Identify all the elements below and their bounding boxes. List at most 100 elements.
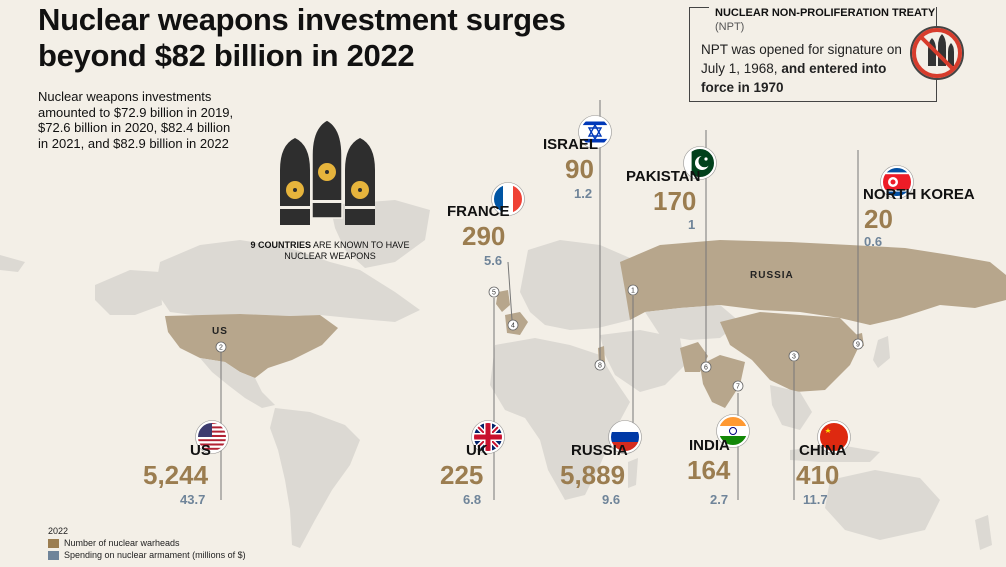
pakistan-flag-icon	[683, 146, 717, 180]
warheads-value-india: 164	[687, 455, 731, 485]
spending-value-russia: 9.6	[602, 492, 621, 507]
mexico-shape	[200, 358, 275, 408]
country-name-pakistan: PAKISTAN	[626, 168, 701, 185]
marker-north-korea: 9	[852, 338, 864, 350]
leader-line-france	[507, 261, 513, 321]
spending-value-north-korea: 0.6	[864, 234, 883, 249]
known-countries-rest: ARE KNOWN TO HAVE NUCLEAR WEAPONS	[284, 240, 410, 261]
west-island-shape	[0, 255, 25, 272]
legend-spending-label: Spending on nuclear armament (millions o…	[64, 550, 246, 560]
marker-number-uk: 5	[492, 290, 496, 297]
uk-shape	[496, 290, 510, 312]
known-countries-bold: 9 COUNTRIES	[250, 240, 311, 250]
npt-text: NPT was opened for signature on July 1, …	[701, 40, 921, 97]
central-asia-shape	[645, 305, 740, 340]
marker-number-france: 4	[511, 323, 515, 330]
map-label-russia: RUSSIA	[750, 270, 794, 281]
legend-spending-swatch	[48, 550, 59, 560]
nuclear-missiles-icon	[280, 120, 375, 225]
marker-number-us: 2	[219, 345, 223, 352]
warheads-value-china: 410	[796, 460, 840, 490]
marker-us: 2	[215, 341, 227, 353]
country-name-uk: UK	[466, 442, 488, 459]
title-line-1: Nuclear weapons investment surges	[38, 2, 566, 37]
russia-flag-icon	[608, 420, 642, 454]
spending-value-pakistan: 1	[688, 217, 696, 232]
marker-russia: 1	[627, 284, 639, 296]
intro-text: Nuclear weapons investments amounted to …	[38, 89, 234, 151]
marker-number-north-korea: 9	[856, 342, 860, 349]
us-flag-icon	[195, 420, 229, 454]
marker-china: 3	[788, 350, 800, 362]
marker-uk: 5	[488, 286, 500, 298]
missile-right	[345, 138, 375, 225]
country-name-us: US	[190, 442, 211, 459]
no-nuclear-icon	[910, 26, 964, 80]
warheads-value-israel: 90	[565, 154, 594, 184]
europe-shape	[520, 240, 630, 330]
china-flag-icon	[817, 420, 851, 454]
marker-number-india: 7	[736, 384, 740, 391]
country-name-israel: ISRAEL	[543, 136, 599, 153]
warheads-value-uk: 225	[440, 460, 484, 490]
spending-value-india: 2.7	[710, 492, 729, 507]
alaska-shape	[95, 270, 162, 315]
madagascar-shape	[628, 458, 638, 488]
warheads-value-russia: 5,889	[560, 460, 626, 490]
npt-heading: NUCLEAR NON-PROLIFERATION TREATY (NPT)	[715, 6, 936, 34]
title-line-2: beyond $82 billion in 2022	[38, 38, 415, 73]
legend-warheads-label: Number of nuclear warheads	[64, 538, 180, 548]
legend-warheads-swatch	[48, 538, 59, 548]
india-flag-icon	[716, 414, 750, 448]
missile-left	[280, 138, 310, 225]
warheads-value-pakistan: 170	[653, 186, 697, 216]
npt-callout: NUCLEAR NON-PROLIFERATION TREATY (NPT) N…	[689, 7, 937, 102]
israel-flag-icon	[578, 115, 612, 149]
country-name-russia: RUSSIA	[571, 442, 628, 459]
marker-israel: 8	[594, 359, 606, 371]
country-name-france: FRANCE	[447, 203, 510, 220]
marker-france: 4	[507, 319, 519, 331]
marker-number-pakistan: 6	[704, 365, 708, 372]
japan-shape	[873, 336, 890, 368]
legend-spending: Spending on nuclear armament (millions o…	[48, 550, 246, 560]
africa-shape	[490, 338, 630, 500]
page-title: Nuclear weapons investment surges beyond…	[38, 2, 566, 74]
us-shape	[165, 314, 338, 378]
country-name-china: CHINA	[799, 442, 847, 459]
north-korea-flag-icon	[880, 165, 914, 199]
marker-number-china: 3	[792, 354, 796, 361]
spending-value-israel: 1.2	[574, 186, 593, 201]
warheads-value-france: 290	[462, 221, 506, 251]
npt-text-plain: NPT was opened for signature on July 1, …	[701, 42, 902, 76]
france-flag-icon	[491, 182, 525, 216]
se-asia-shape	[770, 385, 812, 430]
country-name-north-korea: NORTH KOREA	[863, 186, 975, 203]
country-name-india: INDIA	[689, 437, 730, 454]
spending-value-france: 5.6	[484, 253, 503, 268]
warheads-value-north-korea: 20	[864, 204, 893, 234]
missile-center	[311, 120, 343, 219]
npt-heading-text: NUCLEAR NON-PROLIFERATION TREATY	[715, 7, 935, 19]
spending-value-uk: 6.8	[463, 492, 482, 507]
spending-value-china: 11.7	[803, 492, 828, 507]
marker-india: 7	[732, 380, 744, 392]
uk-flag-icon	[471, 420, 505, 454]
legend-year: 2022	[48, 526, 69, 536]
south-america-shape	[270, 408, 360, 548]
legend-warheads: Number of nuclear warheads	[48, 538, 180, 548]
new-zealand-shape	[975, 515, 992, 550]
marker-pakistan: 6	[700, 361, 712, 373]
marker-number-russia: 1	[631, 288, 635, 295]
npt-text-bold: and entered into force in 1970	[701, 61, 887, 95]
warheads-value-us: 5,244	[143, 460, 209, 490]
spending-value-us: 43.7	[180, 492, 206, 507]
npt-abbr: (NPT)	[715, 21, 745, 33]
marker-number-israel: 8	[598, 363, 602, 370]
russia-shape	[620, 240, 1006, 325]
map-label-us: US	[212, 326, 228, 337]
known-countries-caption: 9 COUNTRIES ARE KNOWN TO HAVE NUCLEAR WE…	[250, 240, 410, 262]
